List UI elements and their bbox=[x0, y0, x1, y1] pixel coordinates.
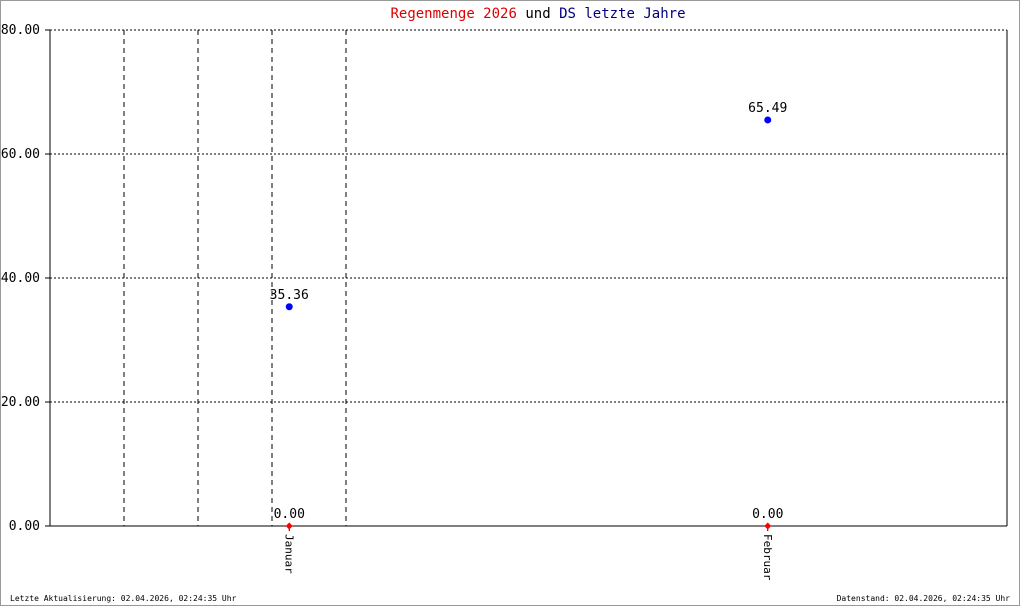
title-part: und bbox=[525, 6, 550, 22]
title-part: Regenmenge 2026 bbox=[390, 6, 516, 22]
y-tick-label: 20.00 bbox=[1, 395, 40, 410]
footer-right: Datenstand: 02.04.2026, 02:24:35 Uhr bbox=[837, 594, 1011, 603]
title-part: DS letzte Jahre bbox=[559, 6, 685, 22]
point bbox=[285, 522, 293, 530]
value-label: 0.00 bbox=[274, 507, 305, 522]
chart-title: Regenmenge 2026 und DS letzte Jahre bbox=[390, 6, 685, 22]
value-label: 65.49 bbox=[748, 101, 787, 116]
point bbox=[764, 522, 772, 530]
footer-left: Letzte Aktualisierung: 02.04.2026, 02:24… bbox=[10, 594, 237, 603]
point bbox=[285, 303, 293, 311]
value-label: 35.36 bbox=[270, 288, 309, 303]
x-tick-label: Januar bbox=[282, 534, 295, 574]
y-tick-label: 40.00 bbox=[1, 271, 40, 286]
y-tick-label: 60.00 bbox=[1, 147, 40, 162]
y-tick-label: 0.00 bbox=[9, 519, 40, 534]
value-label: 0.00 bbox=[752, 507, 783, 522]
y-tick-label: 80.00 bbox=[1, 23, 40, 38]
x-tick-label: Februar bbox=[761, 534, 774, 581]
point bbox=[764, 116, 772, 124]
